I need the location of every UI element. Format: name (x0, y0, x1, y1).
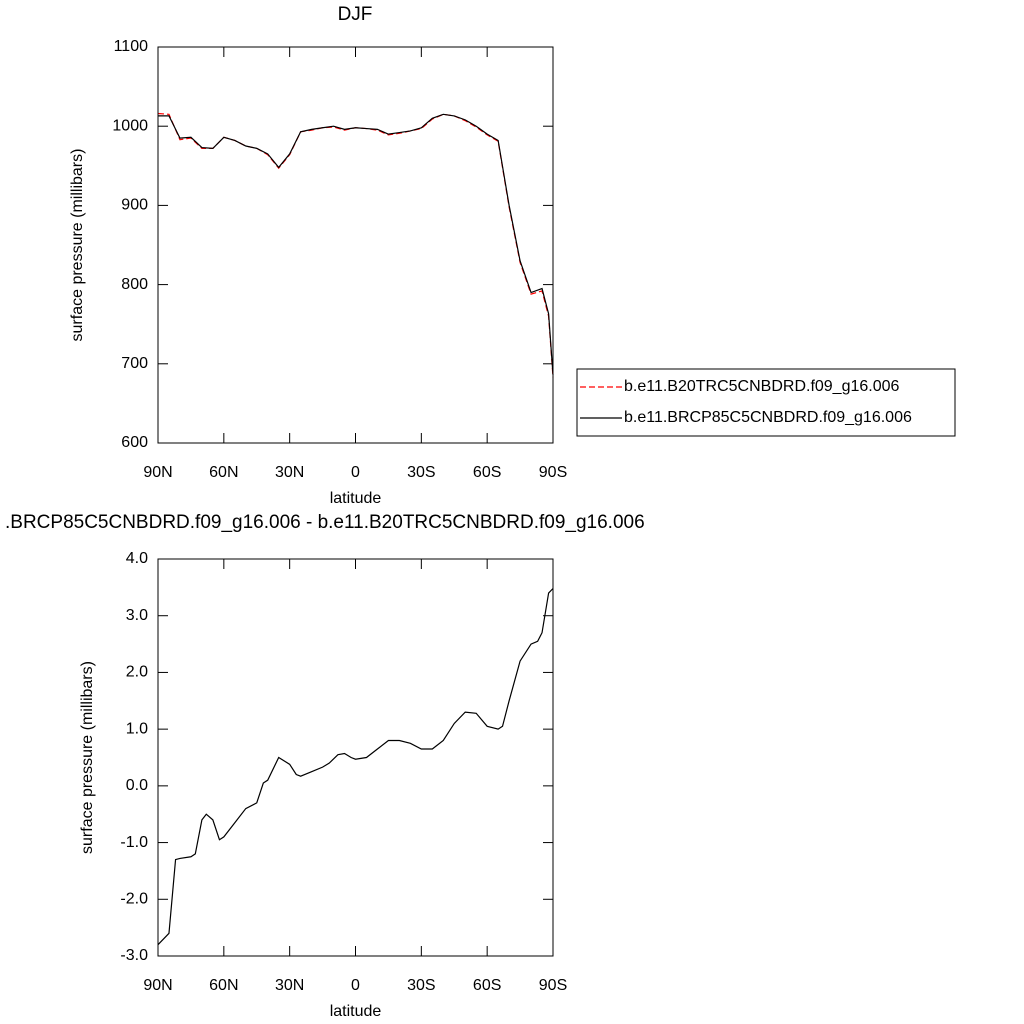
x-tick-label: 30S (407, 464, 435, 481)
x-tick-label: 60S (473, 977, 501, 994)
y-tick-label: 700 (121, 355, 148, 372)
x-axis-label: latitude (330, 490, 382, 507)
x-tick-label: 30S (407, 977, 435, 994)
x-tick-label: 90N (143, 977, 172, 994)
x-tick-label: 90N (143, 464, 172, 481)
y-axis-label: surface pressure (millibars) (69, 149, 86, 342)
y-tick-label: 600 (121, 434, 148, 451)
x-tick-label: 90S (539, 464, 567, 481)
plot-frame (157, 558, 554, 957)
x-tick-label: 60N (209, 464, 238, 481)
y-axis-label: surface pressure (millibars) (79, 661, 96, 854)
legend-box (576, 368, 956, 437)
y-tick-label: -2.0 (120, 891, 148, 908)
x-tick-label: 90S (539, 977, 567, 994)
x-tick-label: 60S (473, 464, 501, 481)
y-tick-label: 2.0 (126, 664, 148, 681)
y-tick-label: 3.0 (126, 607, 148, 624)
y-tick-label: 1000 (112, 117, 148, 134)
x-tick-label: 30N (275, 977, 304, 994)
y-tick-label: 1.0 (126, 720, 148, 737)
legend-label: b.e11.B20TRC5CNBDRD.f09_g16.006 (624, 378, 900, 395)
y-tick-label: -3.0 (120, 947, 148, 964)
y-tick-label: 800 (121, 276, 148, 293)
y-tick-label: 1100 (114, 38, 149, 55)
y-tick-label: -1.0 (120, 834, 148, 851)
x-tick-label: 0 (351, 464, 360, 481)
x-tick-label: 30N (275, 464, 304, 481)
chart-title: .BRCP85C5CNBDRD.f09_g16.006 - b.e11.B20T… (5, 512, 645, 533)
x-tick-label: 60N (209, 977, 238, 994)
y-tick-label: 900 (121, 197, 148, 214)
legend-label: b.e11.BRCP85C5CNBDRD.f09_g16.006 (624, 409, 912, 426)
x-axis-label: latitude (330, 1003, 382, 1020)
data-line (157, 588, 554, 946)
x-tick-label: 0 (351, 977, 360, 994)
chart-title: DJF (338, 4, 373, 25)
data-line (158, 113, 554, 375)
y-tick-label: 0.0 (126, 777, 148, 794)
plot-frame (157, 46, 554, 444)
y-tick-label: 4.0 (126, 550, 148, 567)
